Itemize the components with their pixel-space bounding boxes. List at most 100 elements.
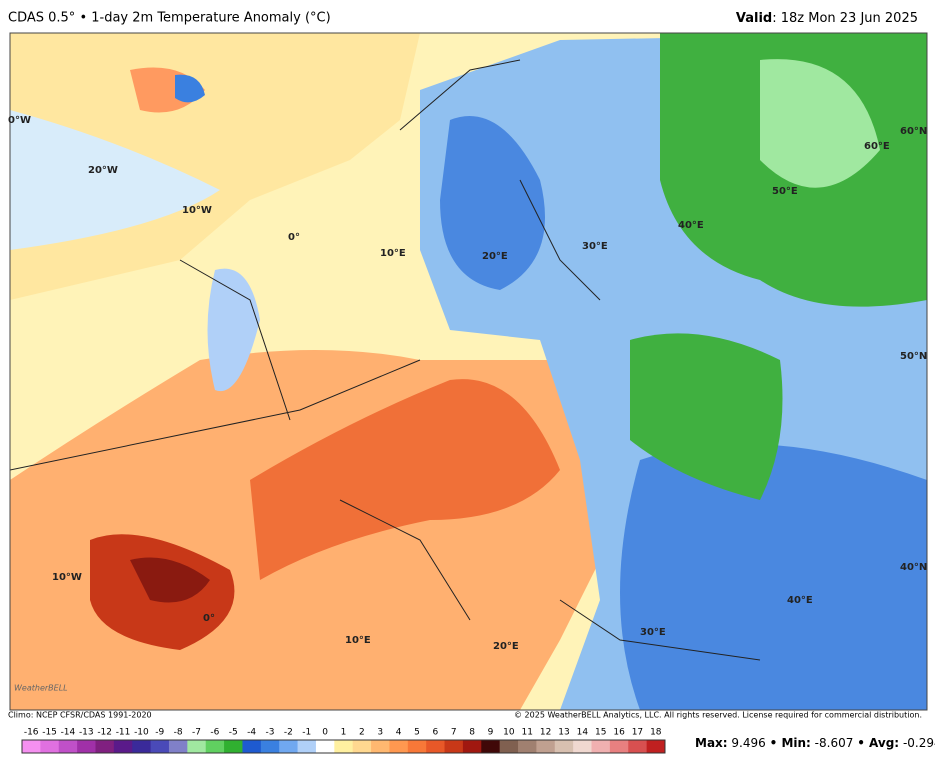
climo: Climo: NCEP CFSR/CDAS 1991-2020 — [8, 711, 152, 720]
map: WeatherBELL — [9, 32, 928, 711]
colorbar-swatch — [518, 740, 537, 753]
colorbar-swatch — [279, 740, 299, 753]
colorbar-swatch — [58, 740, 78, 753]
colorbar-label: -4 — [247, 728, 256, 738]
colorbar-label: -8 — [174, 728, 183, 738]
copyright: © 2025 WeatherBELL Analytics, LLC. All r… — [514, 711, 922, 720]
grid-label: 60°E — [864, 141, 890, 152]
colorbar-swatch — [77, 740, 96, 753]
colorbar-label: 5 — [414, 728, 420, 738]
colorbar-swatch — [499, 740, 519, 753]
max: 9.496 — [731, 736, 765, 750]
colorbar-label: 16 — [613, 728, 625, 738]
min-label: • Min: — [770, 736, 811, 750]
colorbar-label: 11 — [521, 728, 532, 738]
grid-label: 0° — [288, 232, 300, 243]
avg-label: • Avg: — [857, 736, 899, 750]
grid-label: 50°N — [900, 351, 927, 362]
max-label: Max: — [695, 736, 728, 750]
grid-label: 20°E — [482, 251, 508, 262]
logo: WeatherBELL — [14, 684, 68, 693]
colorbar-swatch — [315, 740, 335, 753]
colorbar-swatch — [205, 740, 225, 753]
colorbar-swatch — [536, 740, 556, 753]
colorbar-swatch — [609, 740, 629, 753]
colorbar-label: -2 — [284, 728, 293, 738]
grid-label: 0°W — [8, 115, 31, 126]
avg: -0.294 — [903, 736, 935, 750]
grid-label: 20°W — [88, 165, 118, 176]
stats: Max: 9.496 • Min: -8.607 • Avg: -0.294 — [695, 736, 935, 750]
colorbar-swatch — [573, 740, 593, 753]
colorbar-label: 13 — [558, 728, 569, 738]
colorbar-label: 18 — [650, 728, 662, 738]
colorbar-label: -7 — [192, 728, 201, 738]
grid-label: 10°W — [182, 205, 212, 216]
colorbar-swatch — [334, 740, 354, 753]
colorbar-swatch — [260, 740, 280, 753]
colorbar-swatch — [95, 740, 115, 753]
grid-label: 30°E — [582, 241, 608, 252]
colorbar-label: 3 — [377, 728, 383, 738]
colorbar-label: -5 — [229, 728, 238, 738]
colorbar-label: -13 — [79, 728, 94, 738]
colorbar-swatch — [444, 740, 464, 753]
colorbar-swatch — [554, 740, 574, 753]
min: -8.607 — [815, 736, 854, 750]
colorbar-swatch — [224, 740, 243, 753]
colorbar-label: 2 — [359, 728, 365, 738]
colorbar-swatch — [113, 740, 133, 753]
colorbar-swatch — [407, 740, 427, 753]
grid-label: 50°E — [772, 186, 798, 197]
grid-label: 10°E — [345, 635, 371, 646]
valid-value: : 18z Mon 23 Jun 2025 — [772, 11, 918, 26]
colorbar-label: -6 — [210, 728, 219, 738]
grid-label: 20°E — [493, 641, 519, 652]
colorbar-label: 12 — [540, 728, 551, 738]
valid: Valid: 18z Mon 23 Jun 2025 — [736, 11, 918, 26]
colorbar-label: -14 — [61, 728, 76, 738]
colorbar-label: 0 — [322, 728, 328, 738]
colorbar-swatch — [481, 740, 501, 753]
colorbar-swatch — [168, 740, 188, 753]
colorbar-swatch — [371, 740, 390, 753]
colorbar-swatch — [187, 740, 207, 753]
grid-label: 10°W — [52, 572, 82, 583]
colorbar-label: -11 — [116, 728, 131, 738]
colorbar-label: 10 — [503, 728, 515, 738]
colorbar-swatch — [22, 740, 41, 753]
colorbar-swatch — [426, 740, 446, 753]
colorbar-swatch — [40, 740, 60, 753]
colorbar-label: -1 — [302, 728, 311, 738]
colorbar-swatch — [628, 740, 648, 753]
colorbar-label: 1 — [341, 728, 347, 738]
grid-label: 60°N — [900, 126, 927, 137]
colorbar-label: 8 — [469, 728, 475, 738]
colorbar-swatch — [389, 740, 409, 753]
colorbar-label: -15 — [42, 728, 57, 738]
colorbar-label: -12 — [97, 728, 112, 738]
colorbar-label: 9 — [488, 728, 494, 738]
colorbar-swatch — [297, 740, 317, 753]
map-frame — [9, 32, 928, 711]
colorbar-label: 17 — [632, 728, 643, 738]
colorbar-label: -9 — [155, 728, 164, 738]
grid-label: 30°E — [640, 627, 666, 638]
colorbar-swatch — [462, 740, 482, 753]
colorbar-label: -10 — [134, 728, 149, 738]
grid-label: 40°E — [678, 220, 704, 231]
grid-label: 40°N — [900, 562, 927, 573]
title: CDAS 0.5° • 1-day 2m Temperature Anomaly… — [8, 11, 331, 26]
colorbar-swatch — [352, 740, 372, 753]
colorbar-label: 7 — [451, 728, 457, 738]
colorbar-swatch — [132, 740, 152, 753]
colorbar-swatch — [150, 740, 170, 753]
grid-label: 0° — [203, 613, 215, 624]
colorbar-label: 6 — [432, 728, 438, 738]
colorbar-swatch — [591, 740, 611, 753]
colorbar-frame — [21, 739, 666, 754]
valid-label: Valid — [736, 11, 772, 26]
colorbar-label: -16 — [24, 728, 39, 738]
colorbar-label: 15 — [595, 728, 606, 738]
